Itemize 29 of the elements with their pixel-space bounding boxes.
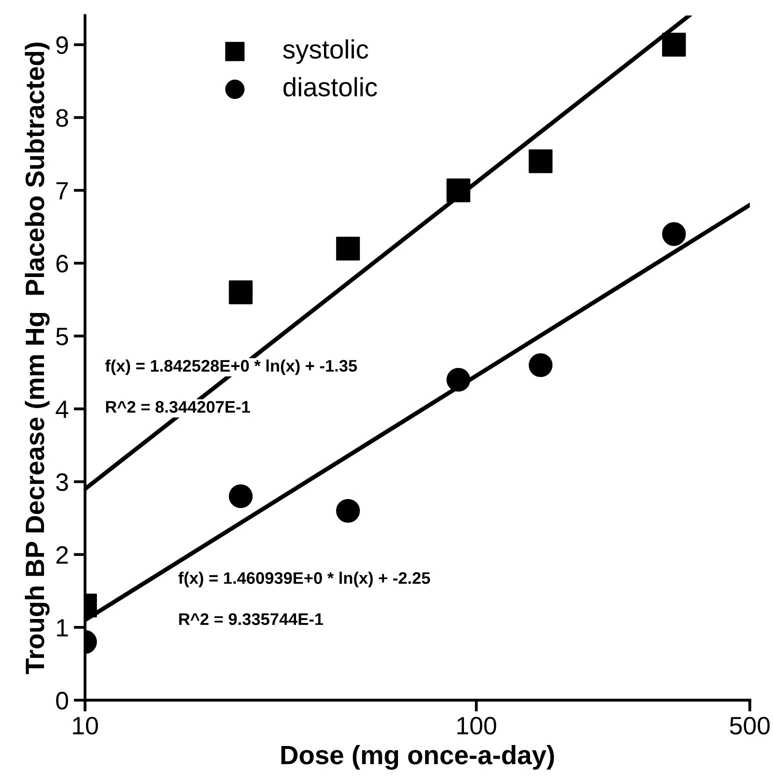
- y-tick-label: 6: [56, 254, 68, 272]
- point: [336, 498, 360, 523]
- point: [228, 484, 253, 508]
- x-axis-title: Dose (mg once-a-day): [281, 745, 554, 770]
- y-tick-label: 4: [56, 400, 68, 418]
- y-tick-label: 8: [56, 109, 68, 127]
- point: [228, 280, 253, 304]
- y-tick-label: 1: [57, 619, 68, 636]
- point: [662, 222, 686, 246]
- y-tick-label: 0: [56, 692, 68, 710]
- x-tick-label: 100: [457, 716, 496, 735]
- point: [446, 368, 470, 392]
- y-tick-label: 2: [56, 546, 68, 564]
- annotation: f(x) = 1.842528E+0 * ln(x) + -1.35: [105, 359, 357, 376]
- point: [336, 236, 360, 261]
- y-tick-label: 9: [56, 36, 68, 54]
- y-tick-label: 3: [56, 473, 68, 492]
- x-tick-label: 500: [730, 716, 770, 735]
- y-axis-title: Trough BP Decrease (mm Hg Placebo Subtracted): [24, 42, 50, 674]
- x-tick-label: 10: [73, 716, 98, 735]
- point: [662, 32, 686, 57]
- legend-label: diastolic: [283, 77, 378, 96]
- annotation: R^2 = 8.344207E-1: [106, 401, 250, 413]
- legend-label: systolic: [283, 39, 368, 64]
- point: [446, 178, 470, 202]
- y-tick-label: 7: [56, 182, 68, 200]
- annotation: R^2 = 9.335744E-1: [179, 613, 324, 626]
- y-tick-label: 5: [56, 328, 68, 346]
- annotation: f(x) = 1.460939E+0 * ln(x) + -2.25: [178, 572, 430, 588]
